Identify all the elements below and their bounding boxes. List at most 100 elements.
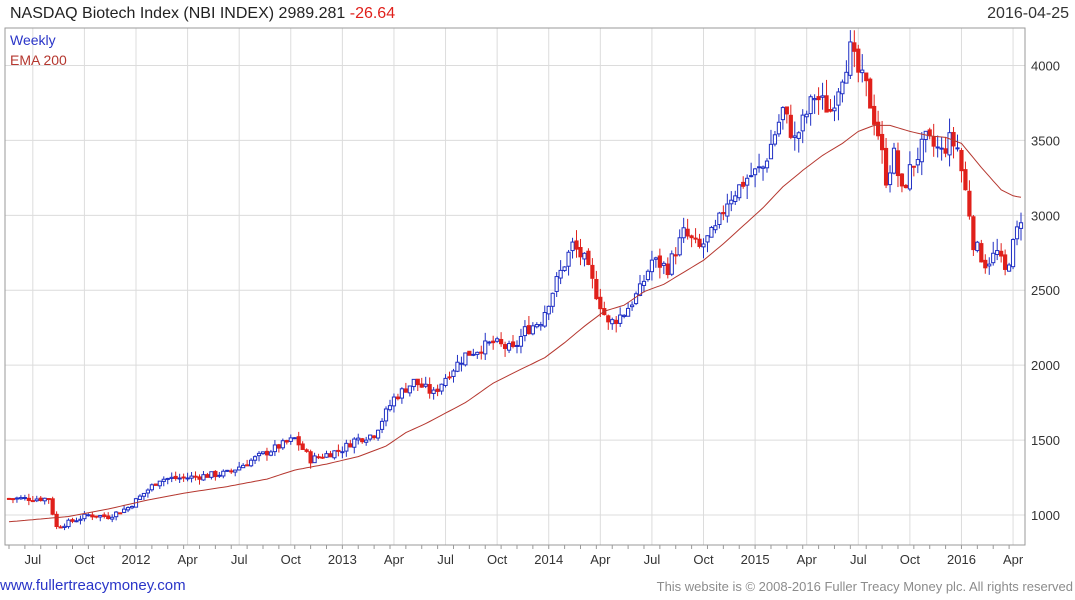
candle-body [157, 480, 162, 487]
candle-body [673, 254, 678, 257]
candle-body [840, 81, 845, 95]
candle-body [967, 190, 972, 217]
candle-body [907, 164, 912, 190]
candle-body [42, 497, 47, 502]
candle-body [931, 136, 936, 147]
legend-weekly: Weekly [10, 32, 56, 48]
candle-body [526, 325, 531, 335]
candle-body [836, 91, 841, 106]
footer-site-link[interactable]: www.fullertreacymoney.com [0, 577, 186, 594]
candle-body [22, 497, 27, 500]
candle-body [344, 442, 349, 452]
ema-200-line [8, 124, 1022, 523]
candle-body [58, 526, 63, 529]
candle-body [610, 319, 615, 325]
candle-body [725, 203, 730, 217]
candle-body [995, 250, 1000, 255]
candle-body [590, 264, 595, 279]
candle-body [443, 377, 448, 387]
candle-body [375, 429, 381, 439]
candle-body [276, 444, 281, 449]
candle-body [808, 96, 813, 115]
candle-body [50, 498, 55, 515]
candle-body [316, 456, 321, 459]
candle-body [768, 143, 774, 160]
x-tick-label: 2014 [534, 552, 563, 567]
candle-body [225, 469, 230, 472]
candle-body [812, 98, 817, 101]
candle-body [824, 95, 829, 113]
candle-body [54, 513, 59, 528]
candle-body [209, 471, 214, 478]
candle-body [1006, 264, 1012, 272]
y-tick-label: 2500 [1031, 283, 1060, 298]
y-tick-label: 2000 [1031, 358, 1060, 373]
candle-body [665, 263, 670, 276]
candle-body [280, 440, 285, 449]
last-price: 2989.281 [278, 5, 346, 22]
candle-body [387, 405, 393, 411]
candle-body [506, 343, 512, 351]
candle-body [248, 459, 254, 467]
candle-body [129, 506, 135, 509]
candle-body [372, 435, 377, 439]
candle-body [292, 437, 297, 440]
candle-body [844, 71, 849, 84]
candle-body [141, 492, 147, 497]
candle-body [943, 148, 948, 154]
candle-body [685, 228, 690, 237]
candle-body [705, 235, 710, 243]
candle-body [935, 146, 940, 149]
x-tick-label: Apr [797, 552, 818, 567]
x-tick-label: Oct [900, 552, 921, 567]
candle-body [121, 508, 127, 513]
candle-body [784, 106, 789, 115]
candle-body [423, 383, 428, 387]
candle-body [979, 243, 984, 263]
candle-body [368, 434, 373, 440]
candle-body [760, 166, 766, 169]
candle-body [570, 241, 575, 252]
candle-body [447, 376, 452, 379]
candle-body [379, 420, 385, 430]
candle-body [999, 250, 1004, 257]
candle-body [237, 466, 242, 471]
candle-body [34, 498, 39, 502]
candle-body [221, 470, 226, 477]
candle-body [78, 518, 83, 521]
candle-body [491, 340, 496, 344]
candle-body [304, 449, 309, 452]
candle-body [915, 159, 920, 166]
candle-body [241, 464, 246, 469]
candle-body [848, 41, 853, 76]
candle-body [582, 252, 587, 260]
candle-body [181, 476, 186, 479]
candle-body [622, 314, 627, 317]
candle-body [574, 240, 579, 250]
candle-body [883, 147, 889, 186]
candle-body [296, 436, 301, 446]
legend-ema: EMA 200 [10, 52, 67, 68]
candle-body [899, 173, 905, 187]
x-tick-label: Jul [231, 552, 248, 567]
candle-body [467, 350, 472, 356]
candle-body [566, 251, 571, 267]
candle-body [534, 324, 539, 328]
candle-body [558, 269, 563, 279]
candle-body [657, 255, 662, 268]
candle-body [903, 184, 909, 189]
x-tick-label: 2012 [122, 552, 151, 567]
x-tick-label: Jul [644, 552, 661, 567]
candle-body [876, 121, 881, 137]
candle-body [681, 227, 686, 239]
candle-body [963, 169, 968, 191]
candle-body [197, 476, 202, 480]
x-tick-label: Oct [74, 552, 95, 567]
candle-body [86, 514, 91, 517]
plot-frame [4, 27, 1026, 546]
index-name: NASDAQ Biotech Index (NBI INDEX) [10, 5, 275, 22]
candle-body [653, 257, 658, 260]
candle-body [407, 385, 412, 394]
y-tick-label: 3500 [1031, 133, 1060, 148]
candle-body [14, 497, 20, 500]
